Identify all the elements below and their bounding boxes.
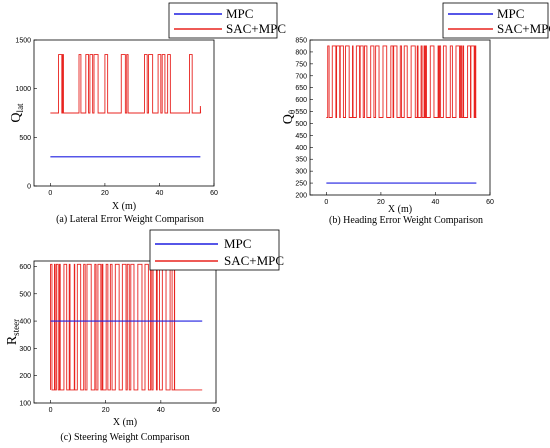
- legend-box: [168, 2, 278, 39]
- y-axis-label-sub: θ: [287, 110, 297, 114]
- legend: MPC SAC+MPC: [442, 2, 550, 39]
- chart-caption: (b) Heading Error Weight Comparison: [329, 215, 483, 226]
- x-tick-label: 0: [48, 190, 52, 197]
- y-tick-label: 0: [27, 184, 31, 191]
- legend: MPC SAC+MPC: [149, 229, 284, 271]
- y-tick-label: 100: [19, 401, 31, 408]
- chart-c-xticks: 0 20 40 60: [49, 400, 220, 414]
- y-tick-label: 600: [295, 97, 307, 104]
- y-tick-label: 200: [295, 193, 307, 200]
- y-tick-label: 750: [295, 61, 307, 68]
- y-axis-label: Rsteer: [5, 319, 21, 345]
- x-tick-label: 20: [101, 190, 109, 197]
- chart-b-marks: [326, 45, 477, 184]
- y-axis-label-sub: lat: [15, 103, 25, 112]
- legend-label-sac: SAC+MPC: [497, 21, 550, 36]
- y-axis-label: Qlat: [9, 103, 25, 123]
- plot-area-box: [33, 39, 215, 187]
- y-tick-label: 550: [295, 109, 307, 116]
- chart-b-xticks: 0 20 40 60: [324, 192, 494, 206]
- y-axis-label-main: Q: [9, 112, 24, 122]
- chart-c-yticks: 100 200 300 400 500 600: [19, 264, 37, 408]
- legend-label-mpc: MPC: [226, 6, 253, 21]
- x-axis-label: X (m): [113, 417, 137, 428]
- chart-a-marks: [50, 54, 202, 158]
- y-tick-label: 300: [19, 346, 31, 353]
- chart-b-yticks: 200 250 300 350 400 450 500 550 600 650 700 750 800 8…: [295, 38, 313, 200]
- y-tick-label: 200: [19, 373, 31, 380]
- y-axis-label-main: Q: [281, 114, 296, 124]
- series-sac-mpc-line: [50, 54, 202, 114]
- y-tick-label: 650: [295, 85, 307, 92]
- y-axis-label: Qθ: [281, 110, 297, 124]
- legend: MPC SAC+MPC: [168, 2, 286, 39]
- x-tick-label: 20: [377, 199, 385, 206]
- chart-caption: (c) Steering Weight Comparison: [60, 432, 189, 443]
- y-axis-label-sub: steer: [11, 319, 21, 336]
- x-tick-label: 60: [486, 199, 494, 206]
- x-tick-label: 60: [210, 190, 218, 197]
- legend-label-sac: SAC+MPC: [226, 21, 286, 36]
- x-tick-label: 60: [212, 407, 220, 414]
- x-tick-label: 20: [102, 407, 110, 414]
- y-tick-label: 800: [295, 49, 307, 56]
- legend-box: [442, 2, 549, 39]
- legend-label-mpc: MPC: [497, 6, 524, 21]
- y-tick-label: 700: [295, 73, 307, 80]
- y-tick-label: 500: [19, 135, 31, 142]
- legend-label-sac: SAC+MPC: [224, 253, 284, 268]
- series-sac-mpc-line: [326, 45, 477, 118]
- chart-a: 0 500 1000 1500 0 20 40 60 Qlat X (m) (a) Late…: [9, 2, 286, 225]
- y-tick-label: 600: [19, 264, 31, 271]
- plot-area-box: [309, 39, 491, 196]
- y-tick-label: 500: [295, 121, 307, 128]
- x-tick-label: 0: [324, 199, 328, 206]
- x-tick-label: 40: [156, 190, 164, 197]
- chart-a-xticks: 0 20 40 60: [48, 183, 218, 197]
- chart-caption: (a) Lateral Error Weight Comparison: [56, 214, 204, 225]
- y-axis-label-main: R: [5, 335, 20, 345]
- y-tick-label: 400: [19, 319, 31, 326]
- y-tick-label: 400: [295, 145, 307, 152]
- y-tick-label: 300: [295, 169, 307, 176]
- y-tick-label: 450: [295, 133, 307, 140]
- y-tick-label: 250: [295, 181, 307, 188]
- y-tick-label: 1000: [15, 86, 31, 93]
- plot-area-box: [33, 260, 217, 404]
- legend-box: [149, 229, 280, 271]
- x-axis-label: X (m): [112, 201, 136, 212]
- series-sac-mpc-line: [50, 263, 203, 391]
- legend-label-mpc: MPC: [224, 236, 251, 251]
- chart-b: 2002503003504004505005506006507007508008…: [281, 2, 550, 226]
- x-tick-label: 40: [157, 407, 165, 414]
- x-axis-label: X (m): [388, 204, 412, 215]
- y-tick-label: 850: [295, 38, 307, 45]
- y-tick-label: 1500: [15, 38, 31, 45]
- y-tick-label: 350: [295, 157, 307, 164]
- chart-a-yticks: 0 500 1000 1500: [15, 38, 37, 191]
- y-tick-label: 500: [19, 291, 31, 298]
- x-tick-label: 0: [49, 407, 53, 414]
- chart-c-marks: [50, 263, 203, 391]
- x-tick-label: 40: [432, 199, 440, 206]
